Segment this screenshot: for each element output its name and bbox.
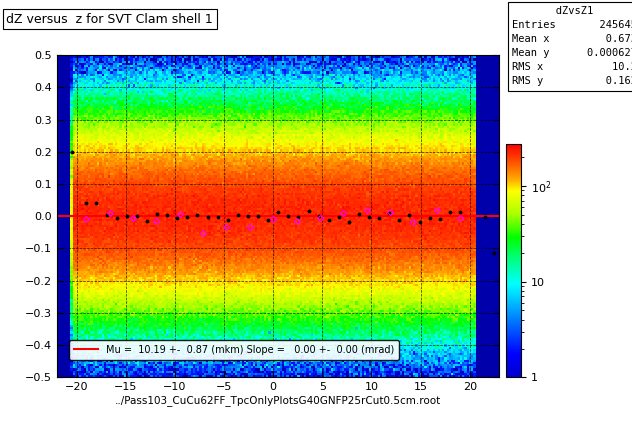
Text: dZvsZ1       
Entries       2456456
Mean x         0.6731
Mean y      0.0006273
: dZvsZ1 Entries 2456456 Mean x 0.6731 Mea… (512, 6, 632, 86)
Legend: Mu =  10.19 +-  0.87 (mkm) Slope =   0.00 +-  0.00 (mrad): Mu = 10.19 +- 0.87 (mkm) Slope = 0.00 +-… (69, 340, 399, 360)
X-axis label: ../Pass103_CuCu62FF_TpcOnlyPlotsG40GNFP25rCut0.5cm.root: ../Pass103_CuCu62FF_TpcOnlyPlotsG40GNFP2… (115, 395, 441, 406)
Text: dZ versus  z for SVT Clam shell 1: dZ versus z for SVT Clam shell 1 (6, 13, 213, 26)
